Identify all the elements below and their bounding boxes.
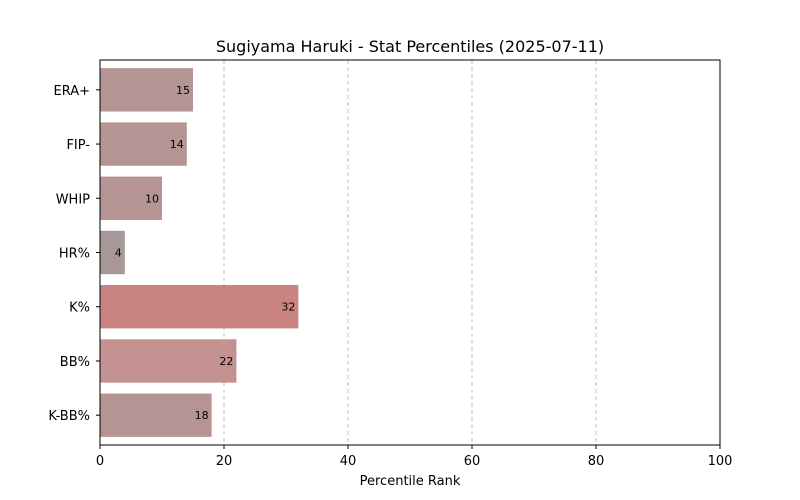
chart-title: Sugiyama Haruki - Stat Percentiles (2025… [216,37,604,56]
bar [100,68,193,112]
bar-value-label: 10 [145,192,159,205]
bar-value-label: 4 [115,247,122,260]
bar [100,230,125,275]
x-tick-label: 20 [216,454,233,469]
x-tick-label: 60 [464,454,481,469]
x-axis: 0 20 40 60 80 100 [96,445,733,469]
bar [100,339,237,383]
x-tick-label: 40 [340,454,357,469]
y-tick-label: HR% [59,247,90,262]
y-tick-label: K% [69,301,90,316]
bar-value-label: 18 [195,409,209,422]
plot-frame [99,59,721,446]
bar [100,176,162,220]
bar [100,122,187,166]
bar [100,393,212,437]
y-tick-label: BB% [60,355,90,370]
x-axis-label: Percentile Rank [360,474,461,489]
data-labels: 15 14 10 4 32 22 18 [115,84,296,422]
bar [100,285,299,329]
bar-value-label: 14 [170,138,184,151]
bar-value-label: 32 [281,301,295,314]
y-tick-label: K-BB% [48,409,90,424]
gridlines [223,60,597,445]
bar-value-label: 22 [219,355,233,368]
bars [100,68,299,437]
y-axis: ERA+ FIP- WHIP HR% K% BB% K-BB% [48,84,100,424]
y-tick-label: WHIP [56,192,90,207]
bar-value-label: 15 [176,84,190,97]
x-tick-label: 80 [588,454,605,469]
x-tick-label: 0 [96,454,104,469]
y-tick-label: ERA+ [53,84,90,99]
x-tick-label: 100 [708,454,733,469]
y-tick-label: FIP- [66,138,90,153]
